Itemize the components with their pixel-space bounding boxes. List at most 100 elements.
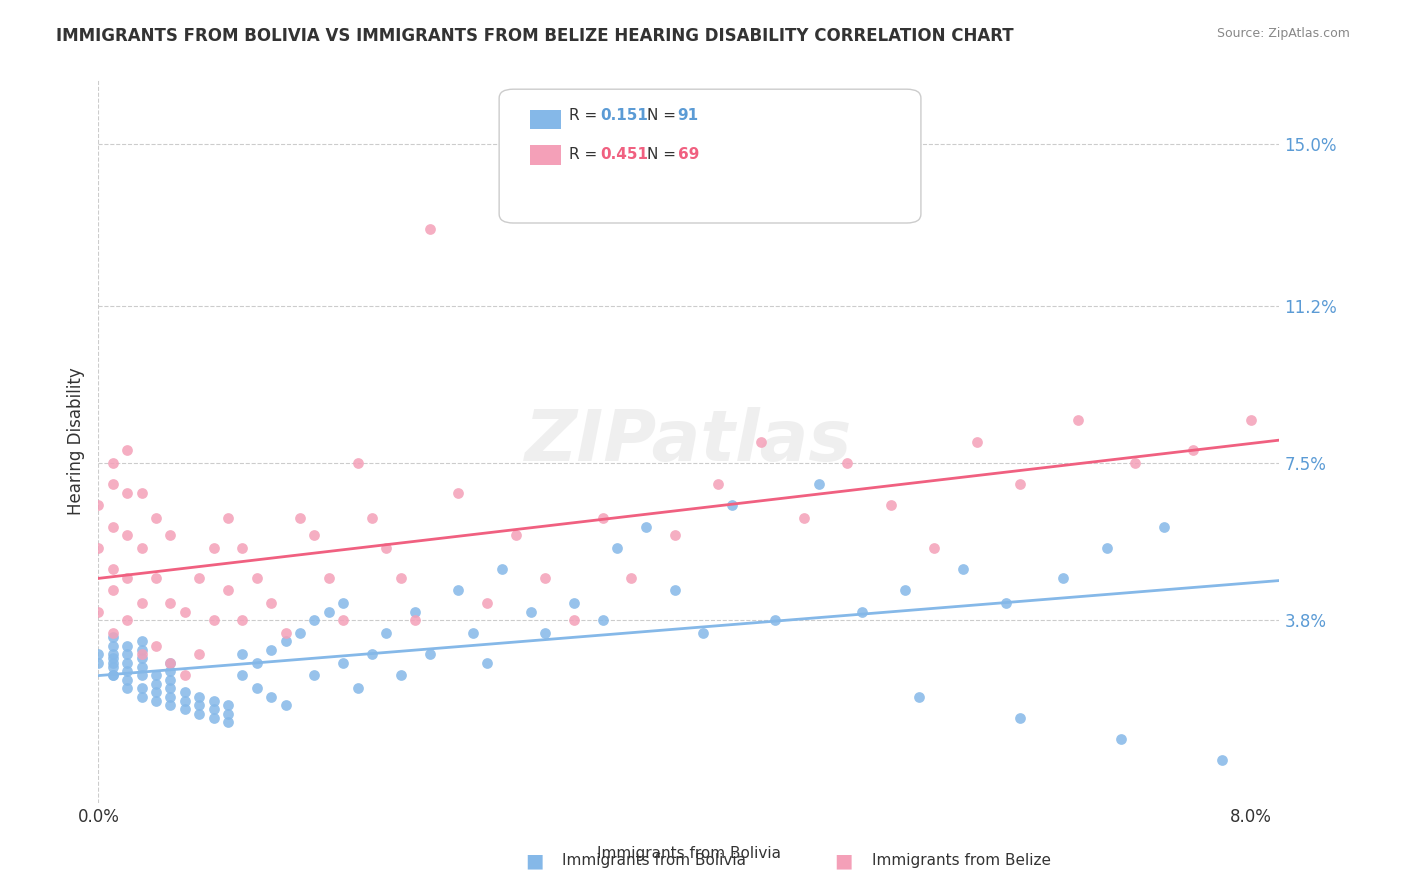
Point (274, 625, 297, 640)
Point (101, 583, 124, 598)
Point (87, 656, 110, 670)
Text: Immigrants from Bolivia: Immigrants from Bolivia (598, 846, 780, 861)
Point (87, 605, 110, 619)
Point (101, 456, 124, 470)
Point (837, 456, 859, 470)
Point (361, 647, 384, 661)
Point (173, 694, 195, 708)
Point (304, 668, 326, 682)
Point (592, 613, 614, 627)
Point (304, 528, 326, 542)
Point (131, 634, 153, 648)
Point (922, 541, 945, 555)
Point (159, 664, 181, 678)
Point (101, 651, 124, 665)
Point (346, 456, 368, 470)
Point (1296, 434, 1319, 449)
Point (246, 570, 269, 584)
Point (419, 647, 441, 661)
Point (491, 562, 513, 576)
Point (202, 711, 225, 725)
Point (131, 647, 153, 661)
Point (534, 625, 557, 640)
Point (115, 485, 138, 500)
Point (202, 702, 225, 716)
Point (1125, 456, 1147, 470)
Point (231, 668, 253, 682)
Point (318, 570, 340, 584)
Point (361, 511, 384, 525)
Text: 91: 91 (678, 109, 699, 123)
Point (188, 706, 211, 721)
Point (159, 690, 181, 704)
Text: 0.151: 0.151 (600, 109, 648, 123)
Point (1240, 413, 1263, 427)
Text: N =: N = (647, 109, 681, 123)
Point (664, 583, 686, 598)
Text: ZIPatlas: ZIPatlas (526, 407, 852, 476)
Point (346, 681, 368, 695)
Point (404, 605, 426, 619)
Point (115, 528, 138, 542)
Point (115, 443, 138, 458)
Point (173, 702, 195, 716)
Text: 69: 69 (678, 147, 699, 161)
Text: Immigrants from Belize: Immigrants from Belize (872, 854, 1050, 868)
Point (188, 698, 211, 712)
Point (101, 477, 124, 491)
Point (87, 498, 110, 512)
Text: IMMIGRANTS FROM BOLIVIA VS IMMIGRANTS FROM BELIZE HEARING DISABILITY CORRELATION: IMMIGRANTS FROM BOLIVIA VS IMMIGRANTS FR… (56, 27, 1014, 45)
Point (231, 647, 253, 661)
Point (131, 596, 153, 610)
Point (1052, 570, 1074, 584)
Text: Immigrants from Bolivia: Immigrants from Bolivia (562, 854, 747, 868)
Point (592, 511, 614, 525)
Point (145, 685, 167, 699)
Point (231, 613, 253, 627)
Point (87, 541, 110, 555)
Point (145, 668, 167, 682)
Point (749, 434, 772, 449)
Point (217, 698, 239, 712)
Point (246, 656, 269, 670)
Point (274, 698, 297, 712)
Point (87, 647, 110, 661)
Point (188, 690, 211, 704)
Point (159, 596, 181, 610)
Point (375, 625, 398, 640)
Point (505, 528, 527, 542)
Point (519, 605, 541, 619)
Y-axis label: Hearing Disability: Hearing Disability (66, 368, 84, 516)
Point (101, 639, 124, 653)
Point (202, 694, 225, 708)
Point (664, 528, 686, 542)
Point (217, 714, 239, 729)
Point (375, 541, 398, 555)
Point (101, 519, 124, 533)
Point (419, 222, 441, 236)
Point (173, 685, 195, 699)
Point (288, 625, 311, 640)
Point (793, 511, 815, 525)
Point (115, 613, 138, 627)
Point (101, 562, 124, 576)
Point (115, 664, 138, 678)
Point (606, 541, 628, 555)
Point (145, 511, 167, 525)
Point (332, 596, 354, 610)
Point (260, 642, 283, 657)
Point (1010, 477, 1032, 491)
Point (288, 511, 311, 525)
Point (851, 605, 873, 619)
Text: R =: R = (569, 109, 603, 123)
Point (562, 613, 585, 627)
Point (173, 605, 195, 619)
Text: 0.451: 0.451 (600, 147, 648, 161)
Point (131, 690, 153, 704)
Point (1067, 413, 1090, 427)
Point (461, 625, 484, 640)
Point (145, 677, 167, 691)
Point (159, 528, 181, 542)
Point (260, 690, 283, 704)
Point (231, 541, 253, 555)
